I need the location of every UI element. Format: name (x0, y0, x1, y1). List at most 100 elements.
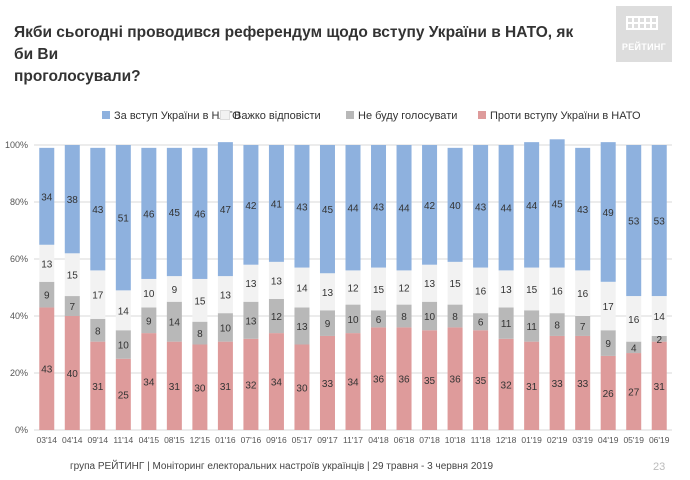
data-label-hard: 13 (501, 285, 513, 296)
bar-segment-for (626, 145, 642, 297)
logo-mark-icon (616, 6, 672, 62)
data-label-against: 31 (220, 382, 232, 393)
x-tick-label: 12'18 (496, 435, 517, 445)
data-label-hard: 16 (552, 286, 564, 297)
data-label-wont: 10 (424, 312, 436, 323)
data-label-for: 40 (450, 201, 462, 212)
bar-segment-against (600, 355, 616, 430)
bar-segment-for (600, 142, 616, 282)
bar-segment-for (39, 147, 55, 245)
logo-text: РЕЙТИНГ (621, 42, 667, 52)
chart-title: Якби сьогодні проводився референдум щодо… (14, 22, 574, 88)
data-label-for: 44 (526, 201, 538, 212)
bar-segment-hard (39, 244, 55, 282)
bar-segment-wont (217, 313, 233, 342)
data-label-hard: 15 (373, 285, 385, 296)
bar-segment-against (141, 333, 157, 430)
bar-segment-hard (422, 264, 438, 302)
data-label-for: 53 (654, 217, 666, 228)
bar-segment-against (549, 335, 565, 430)
data-label-wont: 9 (146, 316, 152, 327)
data-label-for: 44 (398, 204, 410, 215)
bar-segment-for (447, 147, 463, 262)
x-tick-label: 11'14 (113, 435, 133, 445)
data-label-against: 26 (603, 389, 615, 400)
bar-segment-against (217, 341, 233, 430)
data-label-hard: 13 (220, 291, 232, 302)
bar-segment-hard (447, 261, 463, 305)
bar-segment-for (115, 145, 131, 291)
bar-segment-against (498, 338, 514, 430)
data-label-wont: 13 (296, 322, 308, 333)
data-label-against: 31 (169, 382, 181, 393)
bar-segment-hard (141, 278, 157, 308)
data-label-wont: 10 (347, 315, 359, 326)
data-label-against: 31 (654, 382, 666, 393)
data-label-wont: 8 (452, 312, 458, 323)
data-label-wont: 6 (478, 318, 484, 329)
bar-segment-hard (192, 278, 208, 322)
x-tick-label: 09'14 (88, 435, 109, 445)
legend-label-hard: Важко відповісти (234, 110, 321, 122)
bar-segment-for (90, 147, 106, 271)
bar-segment-wont (294, 307, 310, 345)
bar-segment-for (524, 142, 540, 268)
data-label-wont: 10 (118, 341, 130, 352)
data-label-against: 36 (398, 375, 410, 386)
legend-swatch-wont (346, 111, 354, 120)
data-label-wont: 7 (69, 302, 75, 313)
data-label-wont: 12 (271, 312, 283, 323)
data-label-hard: 15 (67, 271, 79, 282)
bar-segment-for (217, 142, 233, 277)
y-tick-label: 80% (10, 197, 28, 207)
bar-segment-against (319, 335, 335, 430)
bar-segment-hard (626, 296, 642, 342)
bar-segment-wont (39, 281, 55, 308)
bar-segment-wont (396, 304, 412, 328)
bar-segment-wont (473, 313, 489, 331)
x-tick-label: 11'18 (471, 435, 491, 445)
data-label-hard: 13 (41, 259, 53, 270)
rating-logo: РЕЙТИНГ (616, 6, 672, 62)
data-label-wont: 8 (401, 312, 407, 323)
data-label-for: 44 (347, 204, 359, 215)
data-label-hard: 15 (194, 296, 206, 307)
bar-segment-wont (345, 304, 361, 334)
bar-segment-wont (651, 335, 667, 342)
bar-segment-against (422, 330, 438, 430)
bar-segment-for (319, 145, 335, 274)
bar-segment-against (371, 327, 387, 430)
x-tick-label: 05'17 (292, 435, 313, 445)
x-tick-label: 04'19 (598, 435, 619, 445)
bar-segment-against (268, 333, 284, 430)
y-tick-label: 100% (5, 140, 28, 150)
data-label-wont: 8 (554, 321, 560, 332)
bar-segment-for (498, 145, 514, 271)
data-label-for: 43 (373, 202, 385, 213)
bar-segment-wont (447, 304, 463, 328)
data-label-for: 51 (118, 214, 130, 225)
x-tick-label: 05'19 (623, 435, 644, 445)
data-label-hard: 14 (296, 284, 308, 295)
bar-segment-wont (64, 296, 80, 316)
bar-segment-against (396, 327, 412, 430)
data-label-for: 43 (296, 202, 308, 213)
data-label-hard: 13 (245, 279, 257, 290)
data-label-against: 27 (628, 388, 640, 399)
data-label-against: 25 (118, 390, 130, 401)
bar-segment-hard (319, 273, 335, 311)
bar-segment-hard (524, 267, 540, 311)
data-label-wont: 10 (220, 323, 232, 334)
x-tick-label: 01'16 (215, 435, 236, 445)
bar-segment-for (575, 147, 591, 271)
data-label-against: 40 (67, 369, 79, 380)
data-label-hard: 9 (172, 285, 178, 296)
data-label-for: 42 (424, 201, 436, 212)
data-label-for: 41 (271, 199, 283, 210)
bar-segment-against (345, 333, 361, 430)
bar-segment-wont (166, 301, 182, 342)
data-label-against: 36 (450, 375, 462, 386)
data-label-hard: 17 (603, 302, 615, 313)
data-label-against: 33 (552, 379, 564, 390)
